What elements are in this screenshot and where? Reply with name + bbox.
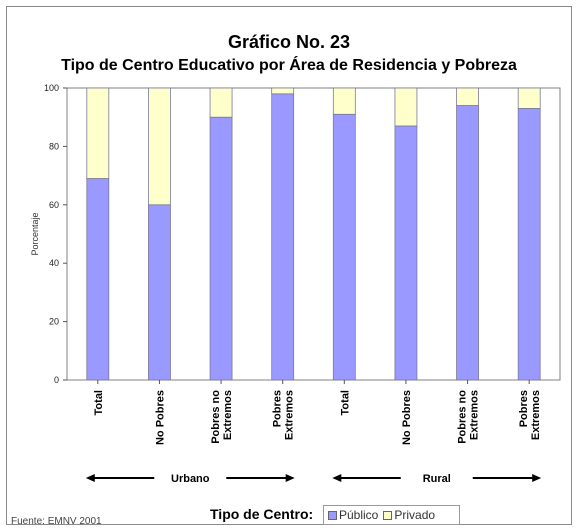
legend-item-privado: Privado (383, 508, 435, 522)
x-tick-label: Total (339, 390, 351, 415)
bar-publico (332, 113, 356, 381)
x-tick-label: No Pobres (401, 390, 413, 445)
y-tick-label: 100 (44, 83, 59, 93)
y-tick-label: 80 (49, 141, 59, 151)
source-note: Fuente: EMNV 2001 (11, 516, 102, 527)
bar-privado (86, 87, 110, 179)
arrowhead-right (285, 474, 295, 482)
plot-area (66, 87, 561, 381)
x-tick-label: Extremos (222, 390, 234, 440)
bar-publico (86, 178, 110, 381)
legend-item-publico: Público (328, 508, 378, 522)
legend-label-publico: Público (339, 508, 379, 522)
x-tick-label: Extremos (469, 390, 481, 440)
group-label: Rural (423, 473, 451, 485)
bar-publico (394, 125, 418, 381)
legend-swatch-privado (383, 510, 393, 520)
y-tick-label: 40 (49, 258, 59, 268)
bar-publico (517, 108, 541, 381)
x-tick-label: Pobres (518, 390, 530, 427)
chart-title: Gráfico No. 23 (227, 32, 351, 52)
arrowhead-left (332, 474, 342, 482)
bar-privado (517, 87, 541, 109)
legend-swatch-publico (328, 510, 337, 520)
x-tick-label: Pobres no (210, 390, 222, 444)
bar-privado (456, 87, 479, 106)
x-tick-label: Pobres (272, 390, 284, 427)
x-tick-label: Total (93, 390, 105, 415)
bar-privado (394, 87, 418, 127)
legend-title: Tipo de Centro: (210, 506, 314, 522)
x-tick-label: No Pobres (154, 390, 166, 445)
chart-subtitle: Tipo de Centro Educativo por Área de Res… (61, 57, 517, 74)
bar-publico (271, 93, 295, 381)
group-label: Urbano (171, 473, 210, 485)
bar-publico (456, 105, 479, 381)
y-tick-label: 20 (49, 317, 59, 327)
x-tick-label: Extremos (284, 390, 296, 440)
y-tick-label: 60 (49, 200, 59, 210)
y-axis-label: Porcentaje (30, 212, 40, 255)
bar-publico (209, 116, 233, 381)
bar-privado (271, 87, 295, 95)
bar-publico (148, 204, 171, 381)
bar-privado (148, 87, 171, 206)
arrowhead-left (85, 474, 95, 482)
legend: Público Privado (323, 505, 460, 525)
arrowhead-right (532, 474, 542, 482)
x-tick-label: Pobres no (457, 390, 469, 444)
y-tick-label: 0 (54, 375, 59, 385)
bar-privado (209, 87, 233, 118)
x-tick-label: Extremos (530, 390, 542, 440)
bar-privado (332, 87, 356, 115)
legend-label-privado: Privado (394, 508, 436, 522)
